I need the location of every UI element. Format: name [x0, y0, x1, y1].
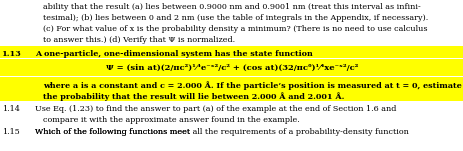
Text: to answer this.) (d) Verify that Ψ is normalized.: to answer this.) (d) Verify that Ψ is no… — [43, 36, 235, 44]
Bar — [0, 89, 463, 101]
Text: Ψ = (sin at)(2/πc²)¹⁄⁴e⁻ˣ²/c² + (cos at)(32/πc⁶)¹⁄⁴xe⁻ˣ²/c²: Ψ = (sin at)(2/πc²)¹⁄⁴e⁻ˣ²/c² + (cos at)… — [106, 64, 357, 72]
Text: the probability that the result will lie between 2.000 Å and 2.001 Å.: the probability that the result will lie… — [43, 92, 344, 101]
Bar — [0, 59, 463, 76]
Text: tesimal); (b) lies between 0 and 2 nm (use the table of integrals in the Appendi: tesimal); (b) lies between 0 and 2 nm (u… — [43, 14, 427, 22]
Text: Which of the following functions meet all the requirements of a probability-dens: Which of the following functions meet al… — [35, 128, 408, 136]
Bar — [0, 46, 463, 58]
Text: (c) For what value of x is the probability density a minimum? (There is no need : (c) For what value of x is the probabili… — [43, 25, 426, 33]
Text: compare it with the approximate answer found in the example.: compare it with the approximate answer f… — [43, 116, 299, 124]
Text: Use Eq. (1.23) to find the answer to part (a) of the example at the end of Secti: Use Eq. (1.23) to find the answer to par… — [35, 105, 395, 113]
Text: Which of the following functions meet: Which of the following functions meet — [35, 128, 192, 136]
Bar — [0, 77, 463, 89]
Text: 1.14: 1.14 — [2, 105, 20, 113]
Text: A one-particle, one-dimensional system has the state function: A one-particle, one-dimensional system h… — [35, 50, 312, 58]
Text: where a is a constant and c = 2.000 Å. If the particle’s position is measured at: where a is a constant and c = 2.000 Å. I… — [43, 81, 461, 90]
Text: 1.13: 1.13 — [2, 50, 22, 58]
Text: ability that the result (a) lies between 0.9000 nm and 0.9001 nm (treat this int: ability that the result (a) lies between… — [43, 3, 420, 11]
Text: Which of the following functions meet all the requirements of a probability-dens: Which of the following functions meet al… — [35, 128, 408, 136]
Text: 1.15: 1.15 — [2, 128, 20, 136]
